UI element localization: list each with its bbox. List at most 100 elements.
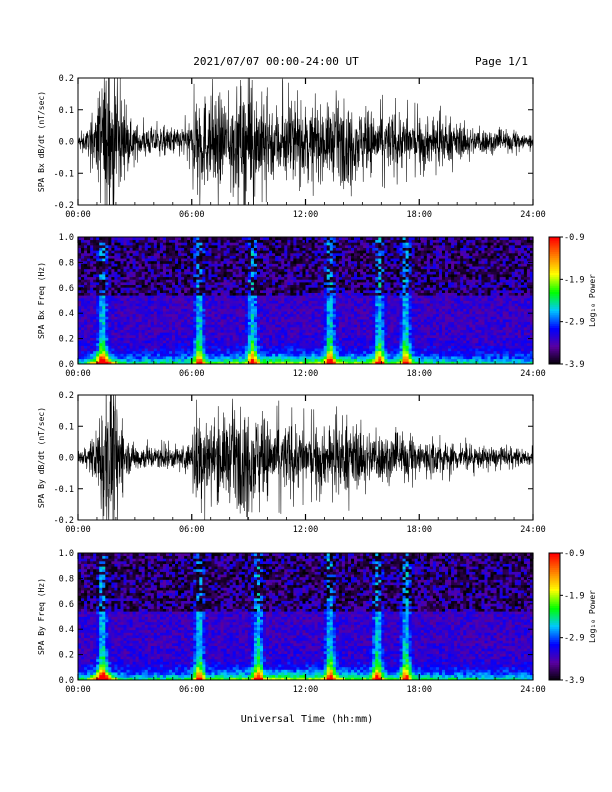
heatmap-cell [193,292,197,296]
heatmap-cell [387,258,391,262]
heatmap-cell [302,250,306,254]
heatmap-cell [105,268,109,272]
heatmap-cell [354,305,358,309]
heatmap-cell [387,255,391,259]
heatmap-cell [114,337,118,341]
heatmap-cell [126,271,130,275]
heatmap-cell [99,244,103,248]
heatmap-cell [178,329,182,333]
heatmap-cell [108,337,112,341]
xaxis-label: Universal Time (hh:mm) [241,714,373,725]
heatmap-cell [111,252,115,256]
heatmap-cell [181,274,185,278]
heatmap-cell [99,332,103,336]
heatmap-cell [114,305,118,309]
heatmap-cell [278,287,282,291]
heatmap-cell [78,334,82,338]
heatmap-cell [381,332,385,336]
heatmap-cell [347,239,352,243]
heatmap-cell [302,308,306,312]
heatmap-cell [223,263,228,267]
heatmap-cell [302,345,306,349]
heatmap-cell [81,348,85,352]
heatmap-cell [387,295,391,299]
heatmap-cell [220,289,224,293]
heatmap-cell [253,284,258,288]
heatmap-cell [235,268,240,272]
heatmap-cell [120,279,124,283]
heatmap-cell [299,340,303,344]
heatmap-cell [290,308,294,312]
heatmap-cell [232,356,237,360]
heatmap-cell [326,305,331,309]
heatmap-cell [305,255,309,259]
heatmap-cell [144,266,149,270]
heatmap-cell [138,305,143,309]
heatmap-cell [129,237,133,241]
heatmap-cell [341,292,346,296]
heatmap-cell [199,353,203,357]
heatmap-cell [272,281,276,286]
heatmap-cell [354,350,358,354]
heatmap-cell [99,342,103,346]
heatmap-cell [205,337,209,341]
heatmap-cell [81,305,85,309]
heatmap-cell [323,252,328,256]
heatmap-cell [147,295,152,299]
heatmap-cell [226,252,231,256]
heatmap-cell [284,284,288,288]
heatmap-cell [247,300,252,304]
heatmap-cell [332,255,337,259]
heatmap-cell [208,242,212,246]
heatmap-cell [326,303,331,307]
heatmap-cell [266,313,270,317]
heatmap-cell [320,326,325,331]
heatmap-cell [314,237,319,241]
heatmap-cell [329,329,334,333]
heatmap-cell [347,244,352,248]
heatmap-cell [338,274,343,278]
heatmap-cell [153,326,158,331]
heatmap-cell [208,353,212,357]
heatmap-cell [175,305,179,309]
heatmap-cell [229,281,234,286]
heatmap-cell [320,361,325,364]
heatmap-cell [132,284,137,288]
heatmap-cell [363,303,367,307]
x-tick-label: 18:00 [406,210,432,220]
heatmap-cell [317,292,322,296]
heatmap-cell [314,295,319,299]
heatmap-cell [323,321,328,325]
heatmap-cell [326,313,331,317]
heatmap-cell [238,353,243,357]
heatmap-cell [99,316,103,320]
heatmap-cell [159,289,164,293]
heatmap-cell [338,266,343,270]
heatmap-cell [247,342,252,346]
heatmap-cell [150,342,155,346]
heatmap-cell [384,358,388,362]
heatmap-cell [387,321,391,325]
heatmap-cell [78,276,82,280]
heatmap-cell [351,316,355,320]
heatmap-cell [87,350,91,354]
heatmap-cell [90,237,94,241]
heatmap-cell [181,308,185,312]
heatmap-cell [290,292,294,296]
heatmap-cell [132,332,137,336]
heatmap-cell [332,316,337,320]
heatmap-cell [317,244,322,248]
heatmap-cell [105,311,109,315]
heatmap-cell [341,281,346,286]
heatmap-cell [238,332,243,336]
heatmap-cell [126,326,130,331]
heatmap-cell [366,287,370,291]
header-date-range: 2021/07/07 00:00-24:00 UT [193,55,359,68]
heatmap-cell [260,326,264,331]
heatmap-cell [235,276,240,280]
heatmap-cell [141,350,146,354]
heatmap-cell [123,279,127,283]
heatmap-cell [120,324,124,328]
heatmap-cell [169,321,173,325]
heatmap-cell [344,281,349,286]
